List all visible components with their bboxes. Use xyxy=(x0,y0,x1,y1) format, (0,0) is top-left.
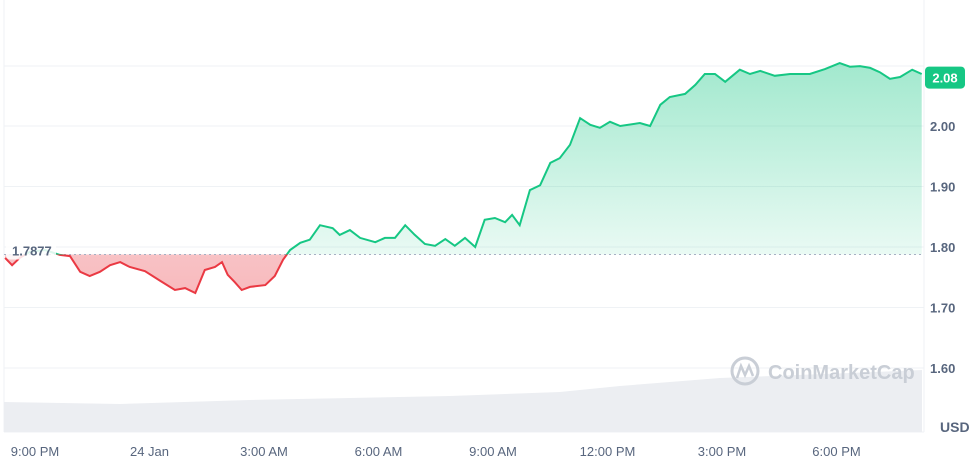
x-tick-label: 6:00 AM xyxy=(355,444,403,459)
current-price-badge: 2.08 xyxy=(925,66,965,89)
x-tick-label: 12:00 PM xyxy=(580,444,636,459)
y-tick-label: 2.00 xyxy=(930,119,955,134)
x-tick-label: 6:00 PM xyxy=(812,444,860,459)
price-line-down xyxy=(4,254,289,295)
x-tick-label: 9:00 PM xyxy=(11,444,59,459)
current-price-value: 2.08 xyxy=(932,71,957,86)
baseline-label: 1.7877 xyxy=(6,241,56,260)
y-tick-label: 1.60 xyxy=(930,361,955,376)
x-tick-label: 9:00 AM xyxy=(469,444,517,459)
y-tick-label: 1.70 xyxy=(930,301,955,316)
coinmarketcap-logo-wave xyxy=(735,362,755,379)
currency-unit-label: USD xyxy=(940,419,970,435)
x-tick-label: 3:00 PM xyxy=(698,444,746,459)
price-line-up xyxy=(23,62,923,255)
watermark: CoinMarketCap xyxy=(730,356,915,386)
y-tick-label: 1.90 xyxy=(930,180,955,195)
area-above-baseline xyxy=(5,63,922,255)
x-tick-label: 3:00 AM xyxy=(240,444,288,459)
x-tick-label: 24 Jan xyxy=(130,444,169,459)
y-tick-label: 1.80 xyxy=(930,240,955,255)
watermark-text: CoinMarketCap xyxy=(768,362,915,384)
baseline-value: 1.7877 xyxy=(12,243,52,258)
volume-bars xyxy=(4,370,922,432)
coinmarketcap-logo-icon xyxy=(730,356,760,386)
